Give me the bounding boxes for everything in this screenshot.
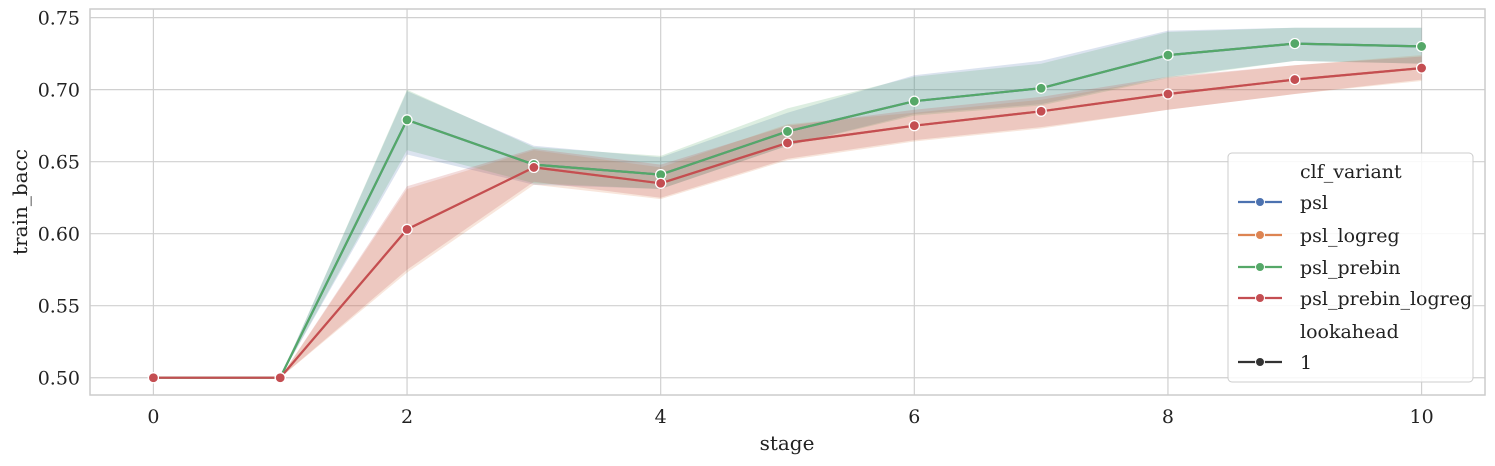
legend-marker-psl-prebin: [1255, 262, 1265, 272]
y-axis-label: train_bacc: [8, 149, 32, 255]
legend-style-label: 1: [1300, 352, 1312, 374]
legend-label: psl_logreg: [1300, 225, 1400, 247]
y-tick-label: 0.60: [38, 224, 80, 246]
point-psl-prebin-logreg: [1035, 105, 1047, 117]
point-psl-prebin: [1035, 82, 1047, 94]
point-psl-prebin-logreg: [401, 223, 413, 235]
y-tick-label: 0.75: [38, 8, 80, 30]
x-tick-label: 4: [655, 406, 667, 428]
legend-marker-psl: [1255, 197, 1265, 207]
point-psl-prebin-logreg: [655, 177, 667, 189]
point-psl-prebin: [1415, 40, 1428, 53]
legend-label: psl_prebin: [1300, 257, 1400, 279]
plot-frame: [89, 8, 1486, 396]
x-tick-label: 10: [1409, 406, 1433, 428]
confidence-bands: [153, 27, 1422, 378]
y-tick-label: 0.65: [38, 152, 80, 174]
legend-style-marker: [1255, 357, 1265, 367]
legend-marker-psl-prebin-logreg: [1255, 293, 1265, 303]
x-axis-label: stage: [760, 431, 815, 455]
legend-frame: [1227, 152, 1474, 383]
point-psl-prebin-logreg: [1415, 62, 1428, 74]
y-tick-label: 0.70: [38, 80, 80, 102]
legend-hue-title: clf_variant: [1300, 161, 1402, 183]
x-tick-label: 6: [908, 406, 920, 428]
point-psl-prebin-logreg: [1162, 88, 1174, 100]
point-psl-prebin-logreg: [1289, 73, 1301, 86]
ci-band-psl-logreg: [153, 55, 1422, 378]
x-axis-ticks: 0 2 4 6 8 10: [147, 406, 1433, 428]
series-markers: [147, 37, 1428, 384]
point-psl-prebin-logreg: [908, 120, 920, 132]
x-tick-label: 8: [1162, 406, 1174, 428]
point-psl-prebin-logreg: [528, 161, 540, 174]
y-axis-ticks: 0.50 0.55 0.60 0.65 0.70 0.75: [38, 8, 80, 390]
point-psl-prebin: [781, 125, 794, 138]
point-psl-prebin-logreg: [147, 372, 160, 384]
point-psl-prebin-logreg: [781, 137, 794, 149]
point-psl-prebin: [1289, 37, 1301, 50]
x-tick-label: 0: [147, 406, 159, 428]
y-tick-label: 0.50: [38, 368, 80, 390]
legend-label: psl: [1300, 192, 1328, 214]
x-tick-label: 2: [401, 406, 413, 428]
point-psl-prebin: [1162, 49, 1174, 61]
point-psl-prebin: [908, 95, 920, 107]
point-psl-prebin-logreg: [274, 372, 286, 384]
ci-band-psl-prebin-logreg: [153, 56, 1422, 378]
legend-style-title: lookahead: [1300, 321, 1399, 343]
point-psl-prebin: [401, 114, 413, 126]
y-tick-label: 0.55: [38, 296, 80, 318]
legend: clf_variant psl psl_logreg psl_prebin psl_p…: [1227, 152, 1474, 383]
legend-label: psl_prebin_logreg: [1300, 288, 1472, 310]
legend-marker-psl-logreg: [1255, 230, 1265, 240]
